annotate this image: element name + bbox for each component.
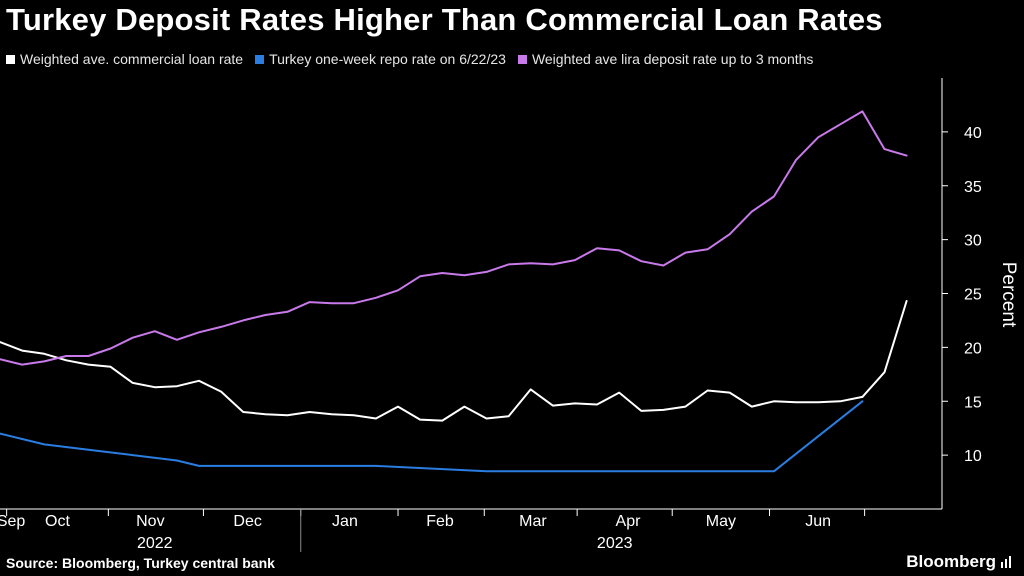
loan-rate-line	[0, 300, 908, 422]
y-tick-label-10: 10	[964, 448, 982, 465]
legend: Weighted ave. commercial loan rate Turke…	[6, 51, 813, 67]
bloomberg-logo: Bloomberg	[906, 552, 1012, 572]
repo-rate-line	[0, 400, 864, 473]
y-tick-label-35: 35	[964, 179, 982, 196]
legend-item-repo-rate: Turkey one-week repo rate on 6/22/23	[255, 51, 506, 67]
x-tick-label-jun: Jun	[805, 513, 831, 530]
bar-chart-icon	[1001, 556, 1011, 568]
legend-label-deposit-rate: Weighted ave lira deposit rate up to 3 m…	[531, 51, 814, 67]
x-tick-label-apr: Apr	[616, 513, 642, 530]
year-label-2023: 2023	[597, 535, 633, 552]
legend-swatch-loan-rate	[6, 54, 15, 64]
legend-item-loan-rate: Weighted ave. commercial loan rate	[6, 51, 243, 67]
legend-swatch-deposit-rate	[517, 54, 527, 64]
x-tick-label-oct: Oct	[45, 513, 70, 530]
source-note: Source: Bloomberg, Turkey central bank	[6, 555, 275, 571]
y-tick-label-15: 15	[964, 394, 982, 411]
legend-label-loan-rate: Weighted ave. commercial loan rate	[20, 51, 244, 67]
x-tick-label-jan: Jan	[332, 513, 358, 530]
x-tick-label-feb: Feb	[426, 513, 454, 530]
deposit-rate-line	[0, 110, 908, 366]
y-tick-label-25: 25	[964, 287, 982, 304]
legend-swatch-repo-rate	[255, 54, 265, 64]
chart-title: Turkey Deposit Rates Higher Than Commerc…	[6, 2, 883, 37]
x-tick-label-dec: Dec	[233, 513, 261, 530]
x-tick-label-mar: Mar	[519, 513, 547, 530]
legend-item-deposit-rate: Weighted ave lira deposit rate up to 3 m…	[517, 51, 814, 67]
y-axis-title: Percent	[998, 262, 1019, 328]
legend-label-repo-rate: Turkey one-week repo rate on 6/22/23	[269, 51, 506, 67]
y-tick-label-20: 20	[964, 340, 982, 357]
brand-name: Bloomberg	[906, 552, 996, 571]
x-tick-label-sep: Sep	[0, 513, 25, 530]
year-label-2022: 2022	[137, 535, 173, 552]
y-tick-label-30: 30	[964, 233, 982, 250]
x-tick-label-may: May	[706, 513, 736, 530]
x-tick-label-nov: Nov	[136, 513, 164, 530]
y-tick-label-40: 40	[964, 125, 982, 142]
